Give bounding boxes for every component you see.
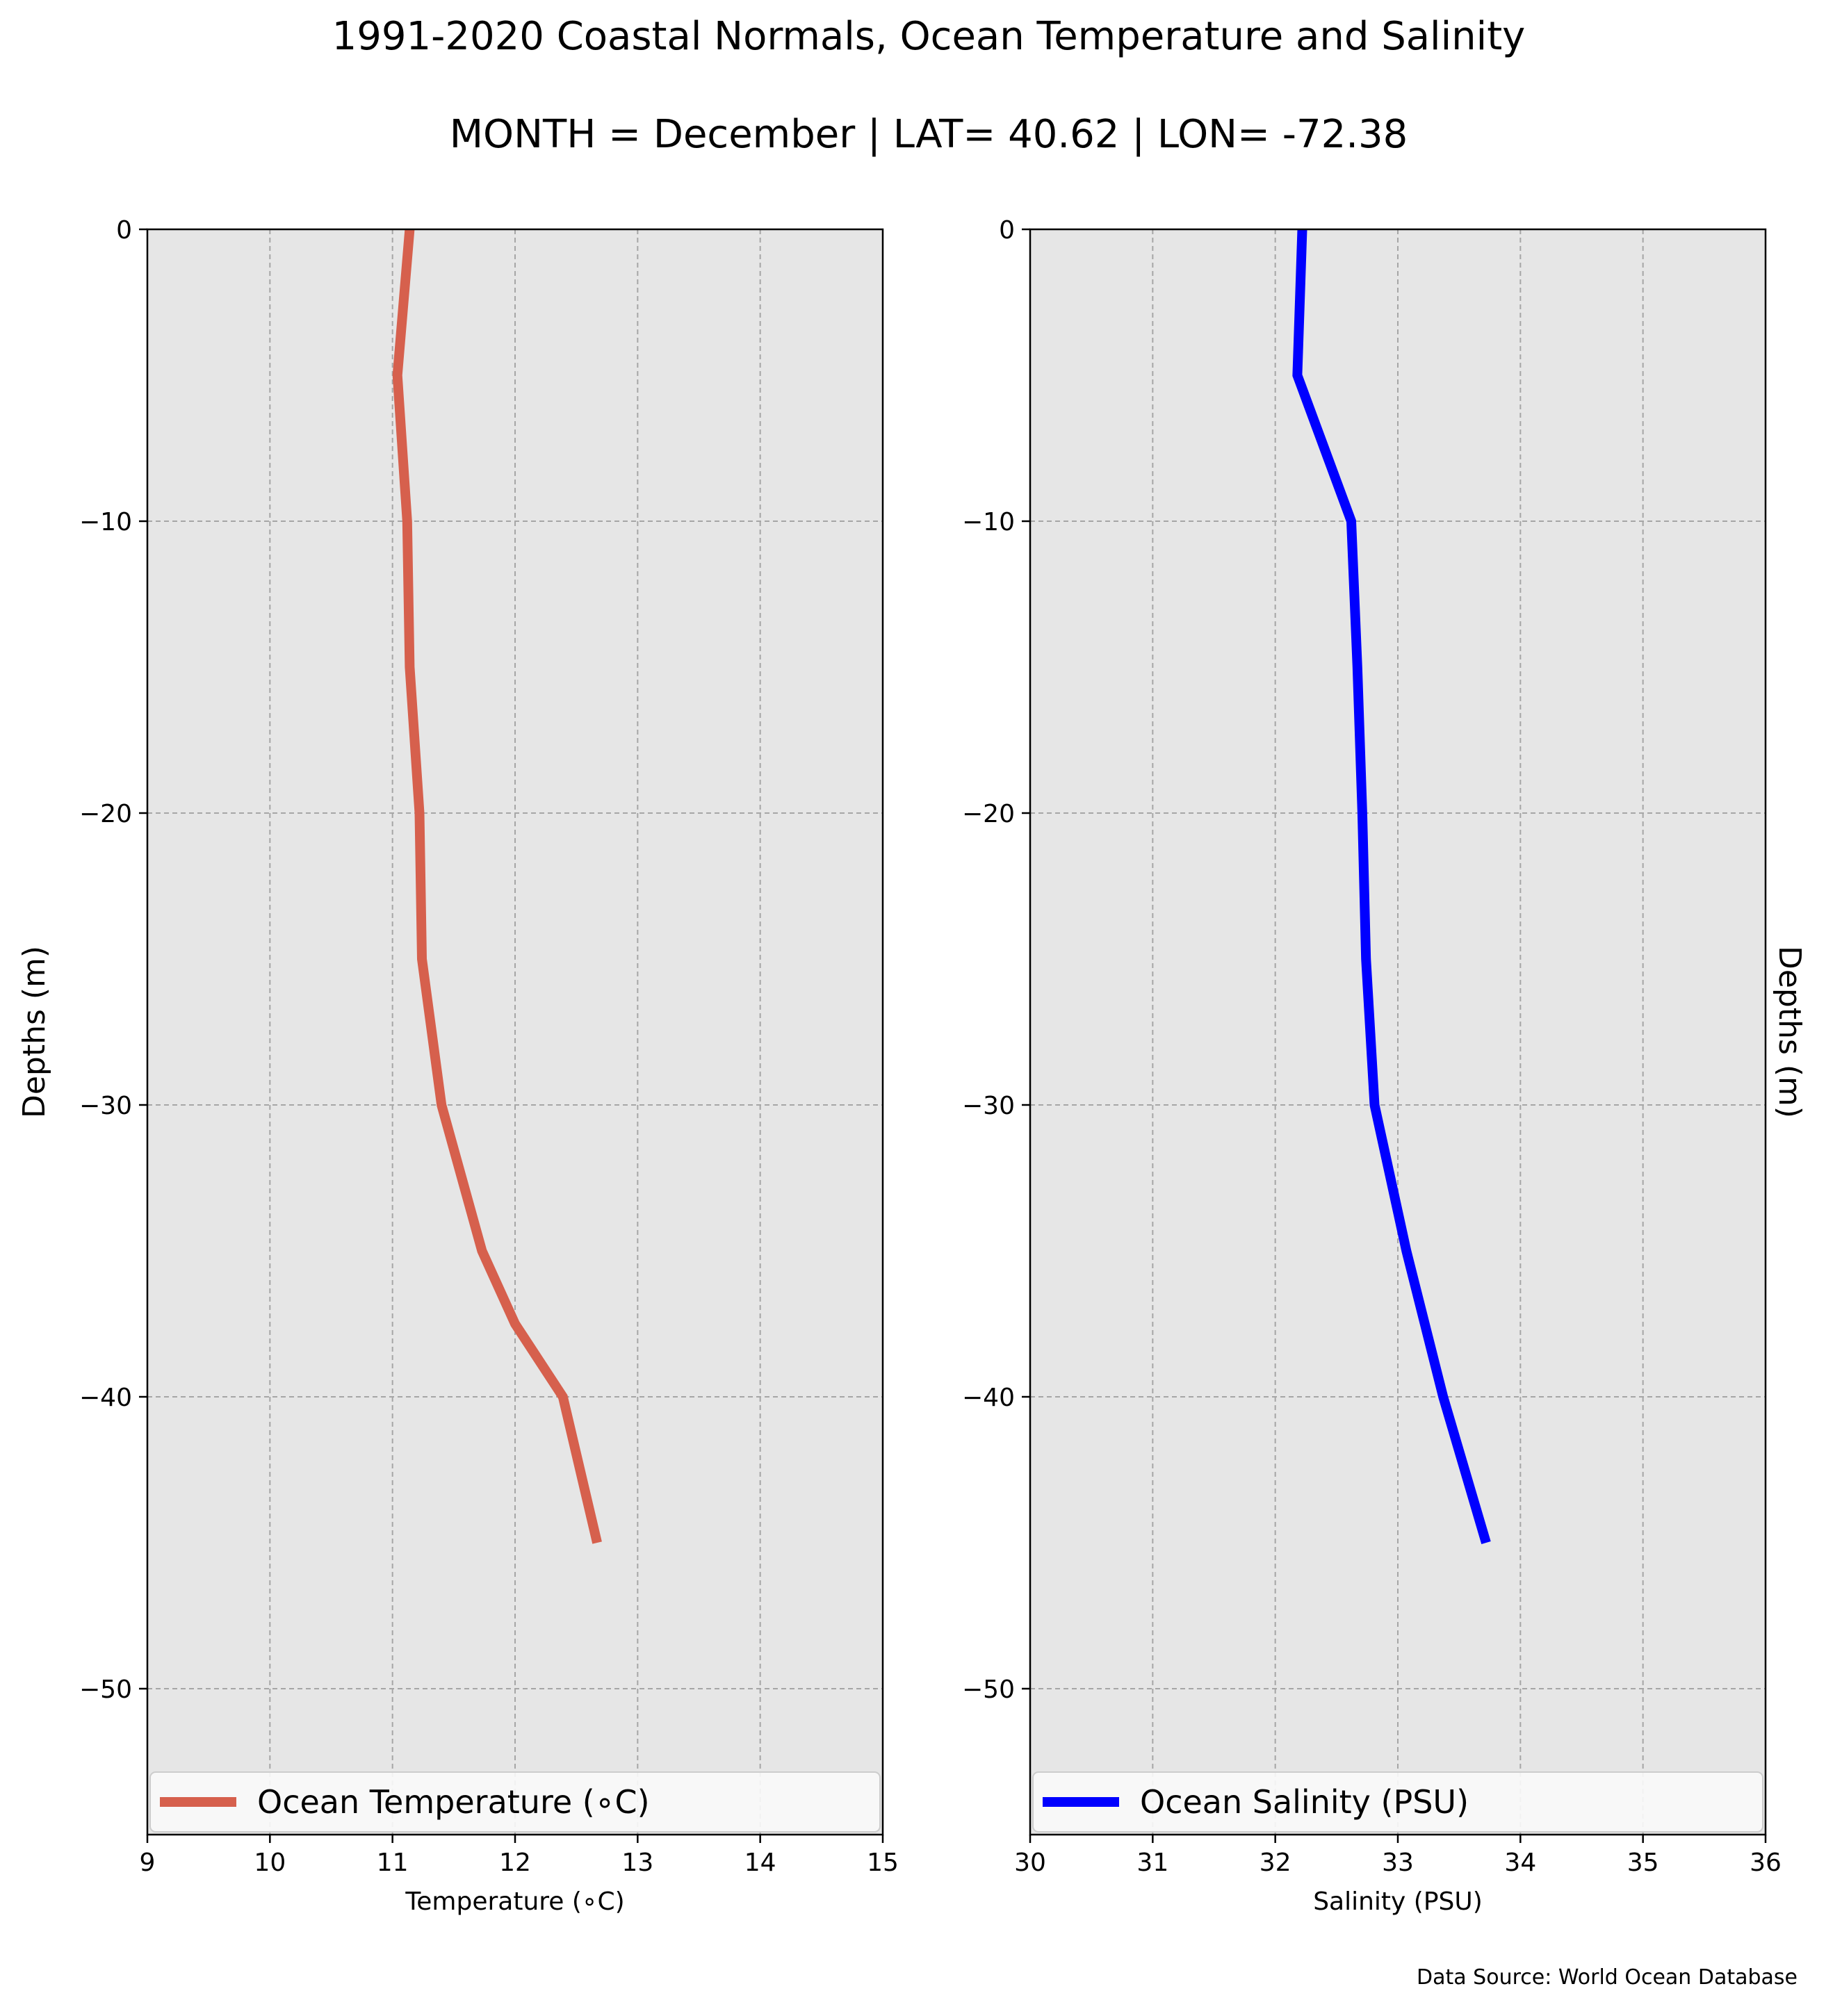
legend: Ocean Temperature (∘C) <box>149 1771 881 1833</box>
x-tick-label: 32 <box>1260 1849 1291 1877</box>
x-tick-label: 9 <box>140 1849 156 1877</box>
y-tick-label: −40 <box>79 1384 132 1412</box>
x-tick-label: 36 <box>1750 1849 1782 1877</box>
legend-entry: Ocean Salinity (PSU) <box>1140 1783 1469 1821</box>
y-axis-label: Depths (m) <box>17 946 52 1118</box>
chart-panels: 9 10 11 12 13 14 15 0 −10 −20 −30 −40 −50 Temperature… <box>17 216 1807 1916</box>
series-line-1 <box>392 229 602 1544</box>
x-axis-label: Temperature (∘C) <box>405 1887 624 1916</box>
x-tick-label: 14 <box>744 1849 776 1877</box>
y-tick-label: −50 <box>79 1675 132 1704</box>
x-tick-label: 11 <box>377 1849 409 1877</box>
figure-title: 1991-2020 Coastal Normals, Ocean Tempera… <box>332 14 1526 59</box>
x-tick-label: 12 <box>499 1849 531 1877</box>
x-tick-label: 35 <box>1627 1849 1659 1877</box>
chart-panel-2: 30 31 32 33 34 35 36 0 −10 −20 −30 −40 −50 Salinity (… <box>962 216 1807 1916</box>
y-tick-label: −20 <box>79 800 132 828</box>
chart-panel-1: 9 10 11 12 13 14 15 0 −10 −20 −30 −40 −50 Temperature… <box>17 216 899 1916</box>
y-tick-label: −50 <box>962 1675 1015 1704</box>
legend-entry: Ocean Temperature (∘C) <box>257 1783 650 1821</box>
y-axis-label: Depths (m) <box>1772 946 1807 1118</box>
x-tick-label: 13 <box>621 1849 653 1877</box>
x-tick-label: 30 <box>1014 1849 1046 1877</box>
x-tick-label: 34 <box>1504 1849 1536 1877</box>
x-tick-label: 31 <box>1136 1849 1168 1877</box>
y-tick-label: −10 <box>79 508 132 536</box>
legend-box <box>149 1771 881 1833</box>
data-source-note: Data Source: World Ocean Database <box>1417 1965 1798 1990</box>
x-axis-label: Salinity (PSU) <box>1313 1887 1483 1916</box>
y-tick-label: −10 <box>962 508 1015 536</box>
legend: Ocean Salinity (PSU) <box>1032 1771 1763 1833</box>
y-tick-label: −40 <box>962 1384 1015 1412</box>
y-tick-label: −20 <box>962 800 1015 828</box>
y-tick-label: −30 <box>962 1092 1015 1120</box>
y-tick-label: 0 <box>116 216 132 245</box>
series-line-1 <box>1292 229 1491 1544</box>
figure-subtitle: MONTH = December | LAT= 40.62 | LON= -72… <box>450 112 1408 157</box>
legend-box <box>1032 1771 1763 1833</box>
y-tick-label: −30 <box>79 1092 132 1120</box>
x-tick-label: 10 <box>254 1849 286 1877</box>
x-tick-label: 33 <box>1382 1849 1414 1877</box>
x-tick-label: 15 <box>867 1849 899 1877</box>
y-tick-label: 0 <box>999 216 1015 245</box>
